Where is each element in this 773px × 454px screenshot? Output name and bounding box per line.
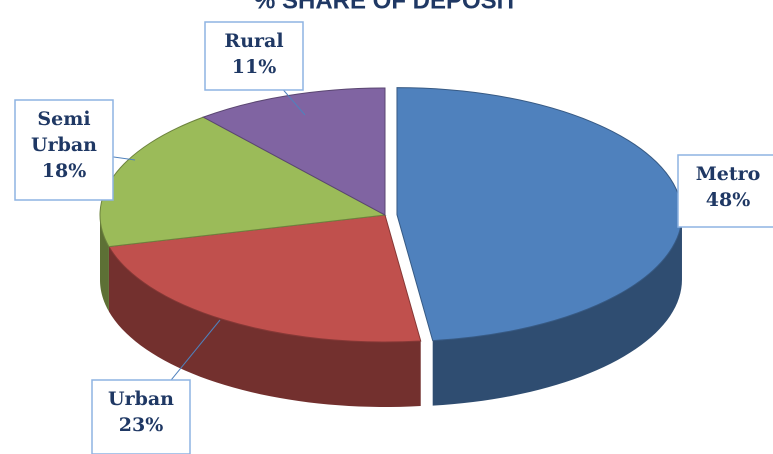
data-label: Semi Urban 18% xyxy=(14,99,136,201)
label-value: 11% xyxy=(232,56,277,78)
label-word: Urban xyxy=(31,134,97,156)
label-word: Semi xyxy=(37,108,90,130)
label-name: Semi Urban xyxy=(31,108,97,156)
data-label: Rural 11% xyxy=(204,21,306,116)
label-box xyxy=(677,154,773,228)
slice-side xyxy=(100,215,109,312)
data-label: Urban 23% xyxy=(91,319,221,454)
label-box xyxy=(14,99,114,201)
label-box xyxy=(91,379,191,454)
label-value: 48% xyxy=(706,189,751,211)
slice-side xyxy=(108,246,421,407)
data-label: Metro 48% xyxy=(671,154,773,228)
chart-title: % SHARE OF DEPOSIT xyxy=(254,0,518,14)
slice xyxy=(99,116,387,248)
label-value: 18% xyxy=(42,160,87,182)
label-box xyxy=(204,21,304,91)
slice xyxy=(108,214,422,343)
label-name: Rural xyxy=(224,30,283,52)
label-name: Metro xyxy=(696,163,761,185)
label-name: Urban xyxy=(108,388,174,410)
slice-side xyxy=(432,214,682,406)
label-value: 23% xyxy=(119,414,164,436)
